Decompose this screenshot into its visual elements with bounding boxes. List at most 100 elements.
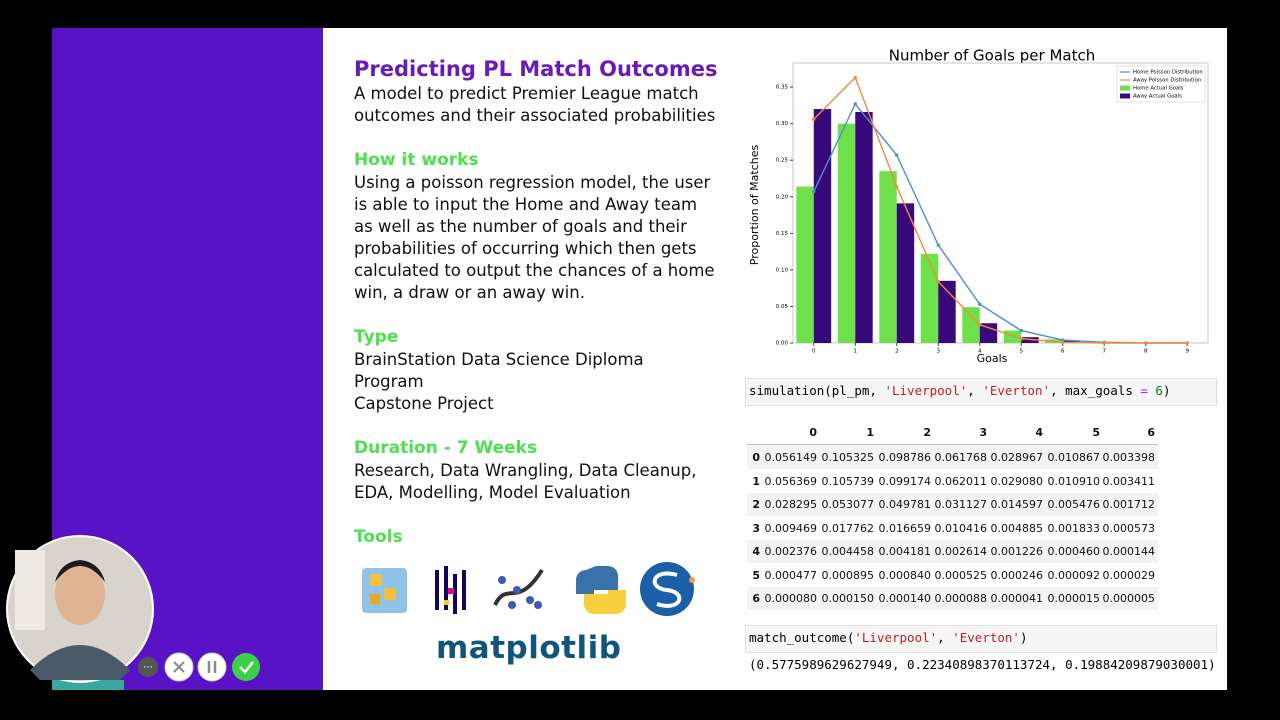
table-cell: 0.062011 [934, 474, 988, 488]
y-tick-label: 0.20 [776, 194, 789, 200]
y-tick-label: 0.00 [776, 341, 789, 347]
row-index: 5 [752, 568, 760, 582]
section-heading: How it works [354, 150, 479, 170]
row-index: 6 [752, 592, 760, 605]
table-cell: 0.010416 [934, 521, 988, 535]
webcam-face [55, 563, 105, 625]
section-heading: Tools [354, 527, 403, 547]
scikit-icon [640, 562, 695, 616]
x-tick-label: 3 [937, 349, 941, 355]
section-line: probabilities of occurring which then ge… [354, 239, 697, 258]
table-cell: 0.014597 [990, 498, 1044, 511]
table-cell: 0.105739 [821, 474, 875, 488]
table-cell: 0.001226 [990, 545, 1044, 558]
table-cell: 0.053077 [821, 498, 875, 511]
webcam-hair [55, 560, 105, 582]
table-cell: 0.000840 [878, 568, 932, 582]
line-marker [1019, 328, 1023, 333]
code-cell [745, 378, 1217, 406]
description-line: A model to predict Premier League match [354, 84, 699, 103]
column-header: 5 [1092, 426, 1100, 439]
table-cell: 0.028295 [764, 498, 818, 511]
row-stripe [747, 540, 1158, 563]
y-tick-label: 0.10 [776, 267, 789, 273]
bar [979, 323, 998, 343]
bar [837, 123, 856, 343]
legend-label: Home Actual Goals [1133, 86, 1184, 92]
line-marker [1102, 341, 1106, 345]
seaborn-icon [493, 568, 544, 609]
pandas-cube-icon [362, 568, 407, 613]
table-cell: 0.004181 [878, 545, 932, 558]
table-cell: 0.029080 [990, 474, 1044, 488]
line-marker [895, 153, 899, 157]
column-header: 6 [1147, 426, 1155, 439]
table-cell: 0.000005 [1102, 592, 1156, 605]
column-header: 4 [1035, 426, 1043, 439]
x-tick-label: 4 [978, 349, 982, 355]
bar [879, 171, 897, 343]
table-cell: 0.002614 [934, 545, 988, 558]
y-tick-label: 0.25 [776, 158, 789, 164]
table-cell: 0.003411 [1102, 474, 1156, 488]
table-cell: 0.000015 [1047, 592, 1101, 605]
bar [938, 280, 956, 343]
webcam-overlay: ⋯ [6, 535, 260, 683]
x-tick-label: 7 [1103, 349, 1107, 355]
legend-box [1116, 65, 1206, 103]
code-token: , max_goals [1050, 383, 1141, 398]
table-cell: 0.028967 [990, 451, 1044, 464]
slide-title: Predicting PL Match Outcomes [354, 57, 718, 81]
x-axis-label: Goals [977, 352, 1008, 365]
table-cell: 0.010910 [1047, 474, 1101, 488]
pause-button[interactable] [197, 652, 227, 682]
section-line: as well as the number of goals and their [354, 217, 687, 236]
table-cell: 0.000573 [1102, 521, 1156, 535]
code-token: ) [1162, 383, 1171, 398]
code-token: , [967, 383, 983, 398]
row-index: 3 [752, 521, 760, 535]
y-tick-label: 0.15 [776, 231, 789, 237]
row-index: 2 [752, 498, 760, 511]
table-cell: 0.004458 [821, 545, 875, 558]
table-cell: 0.010867 [1047, 451, 1101, 464]
line-marker [978, 323, 982, 327]
chart: Number of Goals per Match Goals Proporti… [748, 47, 1209, 365]
legend-label: Away Poisson Distribution [1133, 78, 1201, 84]
table-cell: 0.031127 [934, 498, 988, 511]
webcam-bg [15, 550, 45, 630]
strip [52, 680, 124, 690]
table-cell: 0.009469 [764, 521, 818, 535]
y-tick-label: 0.35 [776, 85, 789, 91]
code-token: = [1140, 383, 1148, 398]
code-token: 'Everton' [952, 630, 1020, 645]
table-cell: 0.016659 [878, 521, 932, 535]
x-tick-label: 1 [854, 349, 858, 355]
line-marker [1061, 340, 1065, 344]
table-cell: 0.000080 [764, 592, 818, 605]
code-token: , [937, 630, 953, 645]
code-token: 'Liverpool' [854, 630, 938, 645]
table-cell: 0.000150 [821, 592, 875, 605]
bar [920, 253, 939, 343]
description-line: outcomes and their associated probabilit… [354, 106, 716, 125]
table-cell: 0.004885 [990, 521, 1044, 535]
code-cell [745, 625, 1217, 653]
line-marker [1144, 341, 1148, 345]
line-marker [936, 243, 940, 247]
section-line: Using a poisson regression model, the us… [354, 173, 711, 192]
done-button[interactable] [232, 653, 260, 681]
y-tick-label: 0.05 [776, 304, 789, 310]
table-cell: 0.002376 [764, 545, 818, 558]
cell-output: (0.5775989629627949, 0.22340898370113724… [749, 657, 1216, 672]
bar [896, 203, 915, 343]
table-cell: 0.000460 [1047, 545, 1101, 558]
section-line: BrainStation Data Science Diploma [354, 350, 644, 369]
more-button[interactable] [138, 657, 158, 677]
row-index: 1 [752, 474, 760, 488]
section-line: is able to input the Home and Away team [354, 195, 698, 214]
table-cell: 0.061768 [934, 451, 988, 464]
section-line: calculated to output the chances of a ho… [354, 261, 715, 280]
chart-title: Number of Goals per Match [889, 47, 1095, 65]
table-cell: 0.105325 [821, 451, 875, 464]
